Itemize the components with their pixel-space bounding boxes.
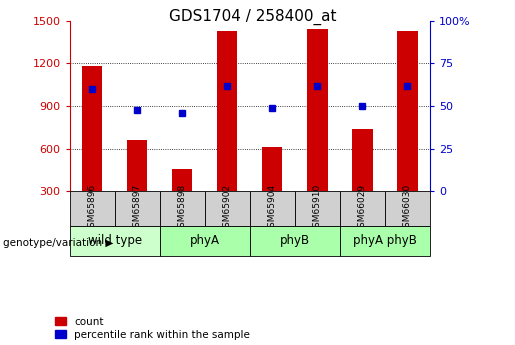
Text: genotype/variation ▶: genotype/variation ▶ [3,238,113,248]
Bar [295,191,340,226]
Bar [262,147,282,191]
Text: GSM65896: GSM65896 [88,184,96,233]
Bar [250,191,295,226]
Text: phyB: phyB [280,235,310,247]
Text: GSM66030: GSM66030 [403,184,412,233]
Bar [160,191,205,226]
Bar [70,191,114,226]
Legend: count, percentile rank within the sample: count, percentile rank within the sample [55,317,250,340]
Text: GSM65904: GSM65904 [268,184,277,233]
Bar [385,191,430,226]
Bar [398,31,418,191]
Bar [160,226,250,256]
Bar [70,226,160,256]
Bar [172,169,192,191]
Text: phyA: phyA [190,235,220,247]
Bar [127,140,147,191]
Bar [82,66,102,191]
Bar [340,191,385,226]
Text: wild type: wild type [88,235,142,247]
Text: GSM65897: GSM65897 [133,184,142,233]
Bar [352,129,372,191]
Bar [250,226,340,256]
Text: GSM65910: GSM65910 [313,184,322,233]
Text: GSM65898: GSM65898 [178,184,186,233]
Text: GDS1704 / 258400_at: GDS1704 / 258400_at [168,9,336,25]
Bar [114,191,160,226]
Bar [217,31,237,191]
Text: phyA phyB: phyA phyB [353,235,417,247]
Bar [205,191,250,226]
Bar [307,29,328,191]
Bar [340,226,430,256]
Text: GSM66029: GSM66029 [358,184,367,233]
Text: GSM65902: GSM65902 [223,184,232,233]
